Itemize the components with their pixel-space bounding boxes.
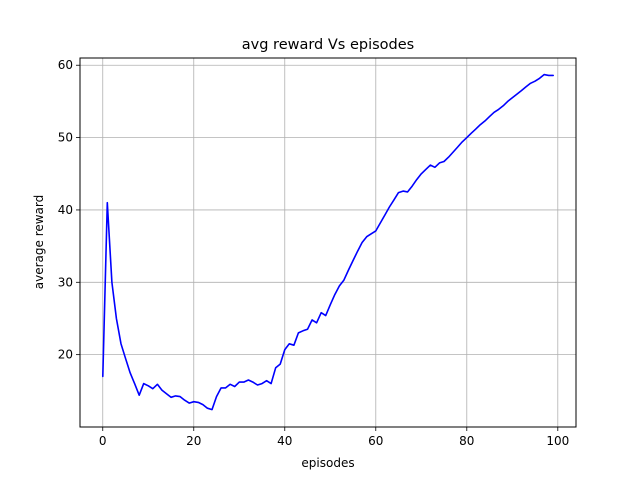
series-layer (102, 73, 555, 411)
y-tick-label: 60 (58, 58, 73, 72)
axis-ticks: 0 20 40 60 80 100 20 30 40 50 60 (58, 58, 570, 448)
y-tick-label: 40 (58, 203, 73, 217)
y-tick-label: 20 (58, 348, 73, 362)
grid-lines (80, 58, 576, 427)
x-tick-label: 0 (99, 434, 107, 448)
x-tick-label: 100 (546, 434, 569, 448)
x-axis-label: episodes (301, 456, 354, 470)
y-axis-label: average reward (32, 195, 46, 290)
x-tick-label: 80 (459, 434, 474, 448)
series-line (102, 73, 555, 411)
y-tick-label: 30 (58, 275, 73, 289)
y-tick-label: 50 (58, 131, 73, 145)
x-tick-label: 40 (277, 434, 292, 448)
x-tick-label: 20 (186, 434, 201, 448)
chart-title: avg reward Vs episodes (242, 37, 414, 53)
x-tick-label: 60 (368, 434, 383, 448)
plot-frame (79, 57, 577, 428)
